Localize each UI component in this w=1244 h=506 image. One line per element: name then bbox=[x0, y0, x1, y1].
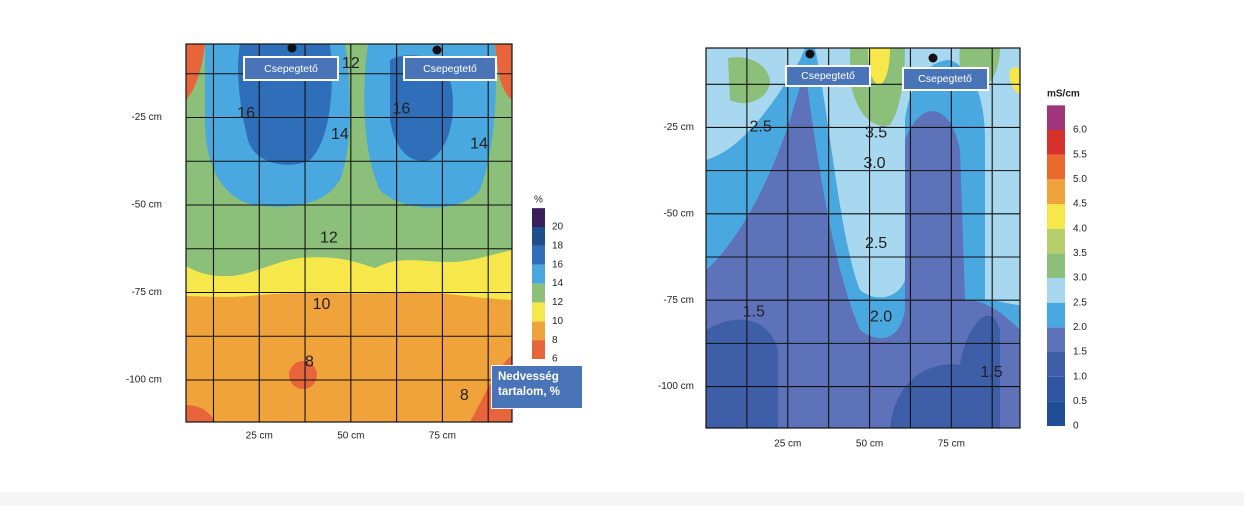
contour-label: 16 bbox=[392, 101, 410, 118]
colorbar-cell bbox=[1047, 401, 1065, 426]
colorbar-cell bbox=[1047, 376, 1065, 402]
colorbar-cell bbox=[532, 227, 545, 246]
colorbar-label: 4.5 bbox=[1073, 199, 1087, 210]
colorbar-cell bbox=[532, 283, 545, 303]
callout: Csepegtető bbox=[423, 63, 477, 75]
colorbar-label: 14 bbox=[552, 278, 564, 289]
colorbar-label: 16 bbox=[552, 259, 564, 270]
y-tick-label: -50 cm bbox=[131, 200, 162, 211]
x-tick-label: 50 cm bbox=[856, 439, 883, 450]
contour-label: 10 bbox=[313, 296, 331, 313]
contour-label: 8 bbox=[305, 354, 314, 371]
colorbar-label: 10 bbox=[552, 316, 564, 327]
contour-label: 3.0 bbox=[863, 155, 885, 172]
colorbar-cell bbox=[532, 208, 545, 227]
colorbar-cell bbox=[1047, 130, 1065, 155]
x-tick-label: 25 cm bbox=[774, 439, 801, 450]
contour-label: 14 bbox=[470, 135, 488, 152]
colorbar-cell bbox=[1047, 253, 1065, 278]
x-tick-label: 75 cm bbox=[429, 431, 456, 442]
legend-title-box: Nedvesség tartalom, % bbox=[491, 365, 583, 409]
contour-fill bbox=[706, 48, 1020, 428]
colorbar-label: 6.0 bbox=[1073, 125, 1087, 136]
y-tick-label: -75 cm bbox=[663, 295, 694, 306]
drip-markers bbox=[287, 43, 938, 63]
colorbar-label: 0 bbox=[1073, 421, 1079, 432]
colorbar-title: mS/cm bbox=[1047, 89, 1080, 100]
colorbar-title: % bbox=[534, 195, 543, 206]
colorbar-cell bbox=[532, 302, 545, 322]
colorbar-label: 5.0 bbox=[1073, 174, 1087, 185]
colorbar-label: 6 bbox=[552, 354, 558, 365]
x-tick-label: 75 cm bbox=[938, 439, 965, 450]
colorbar-label: 0.5 bbox=[1073, 396, 1087, 407]
colorbar-label: 4.0 bbox=[1073, 223, 1087, 234]
callouts: Csepegtető Csepegtető Csepegtető Csepegt… bbox=[243, 56, 989, 91]
colorbar-cell bbox=[532, 245, 545, 265]
colorbar-label: 1.0 bbox=[1073, 371, 1087, 382]
colorbar-label: 12 bbox=[552, 297, 564, 308]
plot-border bbox=[705, 47, 1021, 429]
contour-label: 2.5 bbox=[865, 235, 887, 252]
callout-box bbox=[403, 56, 497, 81]
colorbar-cell bbox=[1047, 302, 1065, 328]
colorbar-label: 1.5 bbox=[1073, 347, 1087, 358]
colorbar-cell bbox=[1047, 278, 1065, 303]
contour-label: 8 bbox=[460, 387, 469, 404]
contour-fill bbox=[186, 44, 512, 422]
contour-label: 1.5 bbox=[980, 364, 1002, 381]
y-tick-label: -100 cm bbox=[126, 375, 162, 386]
callout-box bbox=[902, 67, 989, 91]
contour-label: 2.5 bbox=[749, 119, 771, 136]
colorbar-label: 2.5 bbox=[1073, 297, 1087, 308]
contour-label: 12 bbox=[342, 55, 360, 72]
colorbar-label: 8 bbox=[552, 335, 558, 346]
callout: Csepegtető bbox=[801, 70, 855, 82]
colorbar-cell bbox=[532, 340, 545, 359]
footer-band bbox=[0, 492, 1244, 506]
colorbar-cell bbox=[1047, 179, 1065, 204]
y-tick-label: -75 cm bbox=[131, 287, 162, 298]
y-tick-label: -25 cm bbox=[663, 122, 694, 133]
contour-label: 2.0 bbox=[870, 309, 892, 326]
callout: Csepegtető bbox=[264, 63, 318, 75]
colorbar-label: 2.0 bbox=[1073, 322, 1087, 333]
colorbar-cell bbox=[1047, 105, 1065, 130]
colorbar-cell bbox=[532, 264, 545, 284]
contour-label: 12 bbox=[320, 229, 338, 246]
colorbar-label: 18 bbox=[552, 240, 564, 251]
x-tick-label: 25 cm bbox=[246, 431, 273, 442]
x-tick-label: 50 cm bbox=[337, 431, 364, 442]
y-tick-label: -50 cm bbox=[663, 208, 694, 219]
callout-box bbox=[785, 65, 871, 87]
overlay: 25 cm 50 cm 75 cm -25 cm -50 cm -75 cm -100 cm… bbox=[126, 43, 1087, 450]
colorbar-label: 3.5 bbox=[1073, 248, 1087, 259]
callout-box bbox=[243, 56, 339, 81]
contour-label: 1.5 bbox=[743, 303, 765, 320]
colorbar-label: 20 bbox=[552, 222, 564, 233]
colorbar-cell bbox=[1047, 204, 1065, 229]
colorbar-cell bbox=[1047, 327, 1065, 352]
colorbar-label: 3.0 bbox=[1073, 273, 1087, 284]
contour-label: 16 bbox=[237, 105, 255, 122]
contour-label: 14 bbox=[331, 126, 349, 143]
colorbar-cell bbox=[532, 321, 545, 341]
y-tick-label: -100 cm bbox=[658, 381, 694, 392]
contour-label: 3.5 bbox=[865, 125, 887, 142]
colorbar-cell bbox=[1047, 154, 1065, 180]
y-tick-label: -25 cm bbox=[131, 112, 162, 123]
colorbar-cell bbox=[1047, 228, 1065, 254]
callout: Csepegtető bbox=[918, 73, 972, 85]
plot-border bbox=[185, 43, 513, 423]
colorbar-label: 5.5 bbox=[1073, 149, 1087, 160]
colorbar-cell bbox=[1047, 352, 1065, 377]
